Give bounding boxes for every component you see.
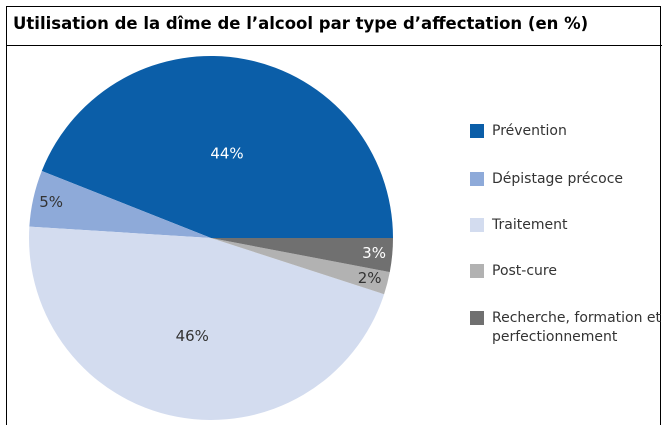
pie-slice <box>29 171 212 238</box>
pie-slice <box>41 55 394 238</box>
legend-item: Dépistage précoce <box>470 170 662 189</box>
legend-item: Post-cure <box>470 262 662 281</box>
title-rule <box>6 45 662 46</box>
chart-title: Utilisation de la dîme de l’alcool par t… <box>13 14 589 33</box>
legend-label: Prévention <box>492 123 567 139</box>
legend-label: Dépistage précoce <box>492 171 624 187</box>
legend-swatch <box>470 218 484 232</box>
pie-slice <box>28 226 385 421</box>
slice-label: 46% <box>176 327 209 345</box>
legend-swatch <box>470 264 484 278</box>
slice-label: 2% <box>358 269 382 287</box>
legend-swatch <box>470 172 484 186</box>
legend-label: Traitement <box>492 217 568 233</box>
pie-slice <box>211 238 393 273</box>
legend-label: Post-cure <box>492 263 557 279</box>
legend-label: Recherche, formation et perfectionnement <box>492 310 662 345</box>
slice-label: 3% <box>362 244 386 262</box>
legend-item: Recherche, formation et perfectionnement <box>470 309 662 347</box>
legend-item: Prévention <box>470 122 662 141</box>
pie-slice <box>211 238 390 295</box>
slice-label: 44% <box>210 144 243 162</box>
legend-swatch <box>470 311 484 325</box>
legend-swatch <box>470 124 484 138</box>
legend-item: Traitement <box>470 216 662 235</box>
slice-label: 5% <box>39 193 63 211</box>
frame <box>6 6 661 425</box>
